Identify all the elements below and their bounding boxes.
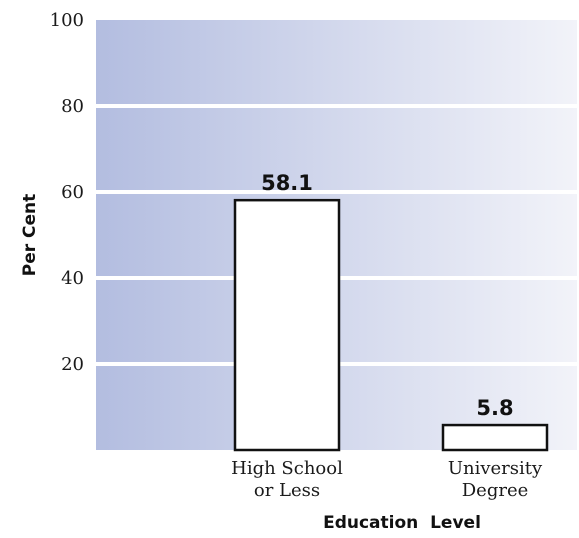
bar bbox=[441, 423, 549, 452]
x-category-label: High School or Less bbox=[231, 458, 343, 501]
y-axis-title: Per Cent bbox=[20, 194, 40, 277]
data-label: 5.8 bbox=[476, 396, 513, 420]
x-axis-categories: High School or Less University Degree bbox=[231, 458, 543, 501]
y-tick-label: 20 bbox=[61, 354, 84, 375]
x-axis-title: Education Level bbox=[323, 513, 481, 533]
y-tick-label: 80 bbox=[61, 96, 84, 117]
y-axis-ticks: 20 40 60 80 100 bbox=[50, 10, 84, 375]
data-label: 58.1 bbox=[261, 171, 313, 195]
data-labels: 58.1 5.8 bbox=[261, 171, 514, 420]
y-tick-label: 100 bbox=[50, 10, 84, 31]
x-category-label: University Degree bbox=[448, 458, 543, 501]
y-tick-label: 60 bbox=[61, 182, 84, 203]
y-tick-label: 40 bbox=[61, 268, 84, 289]
bar bbox=[233, 198, 341, 452]
bars bbox=[233, 198, 549, 452]
